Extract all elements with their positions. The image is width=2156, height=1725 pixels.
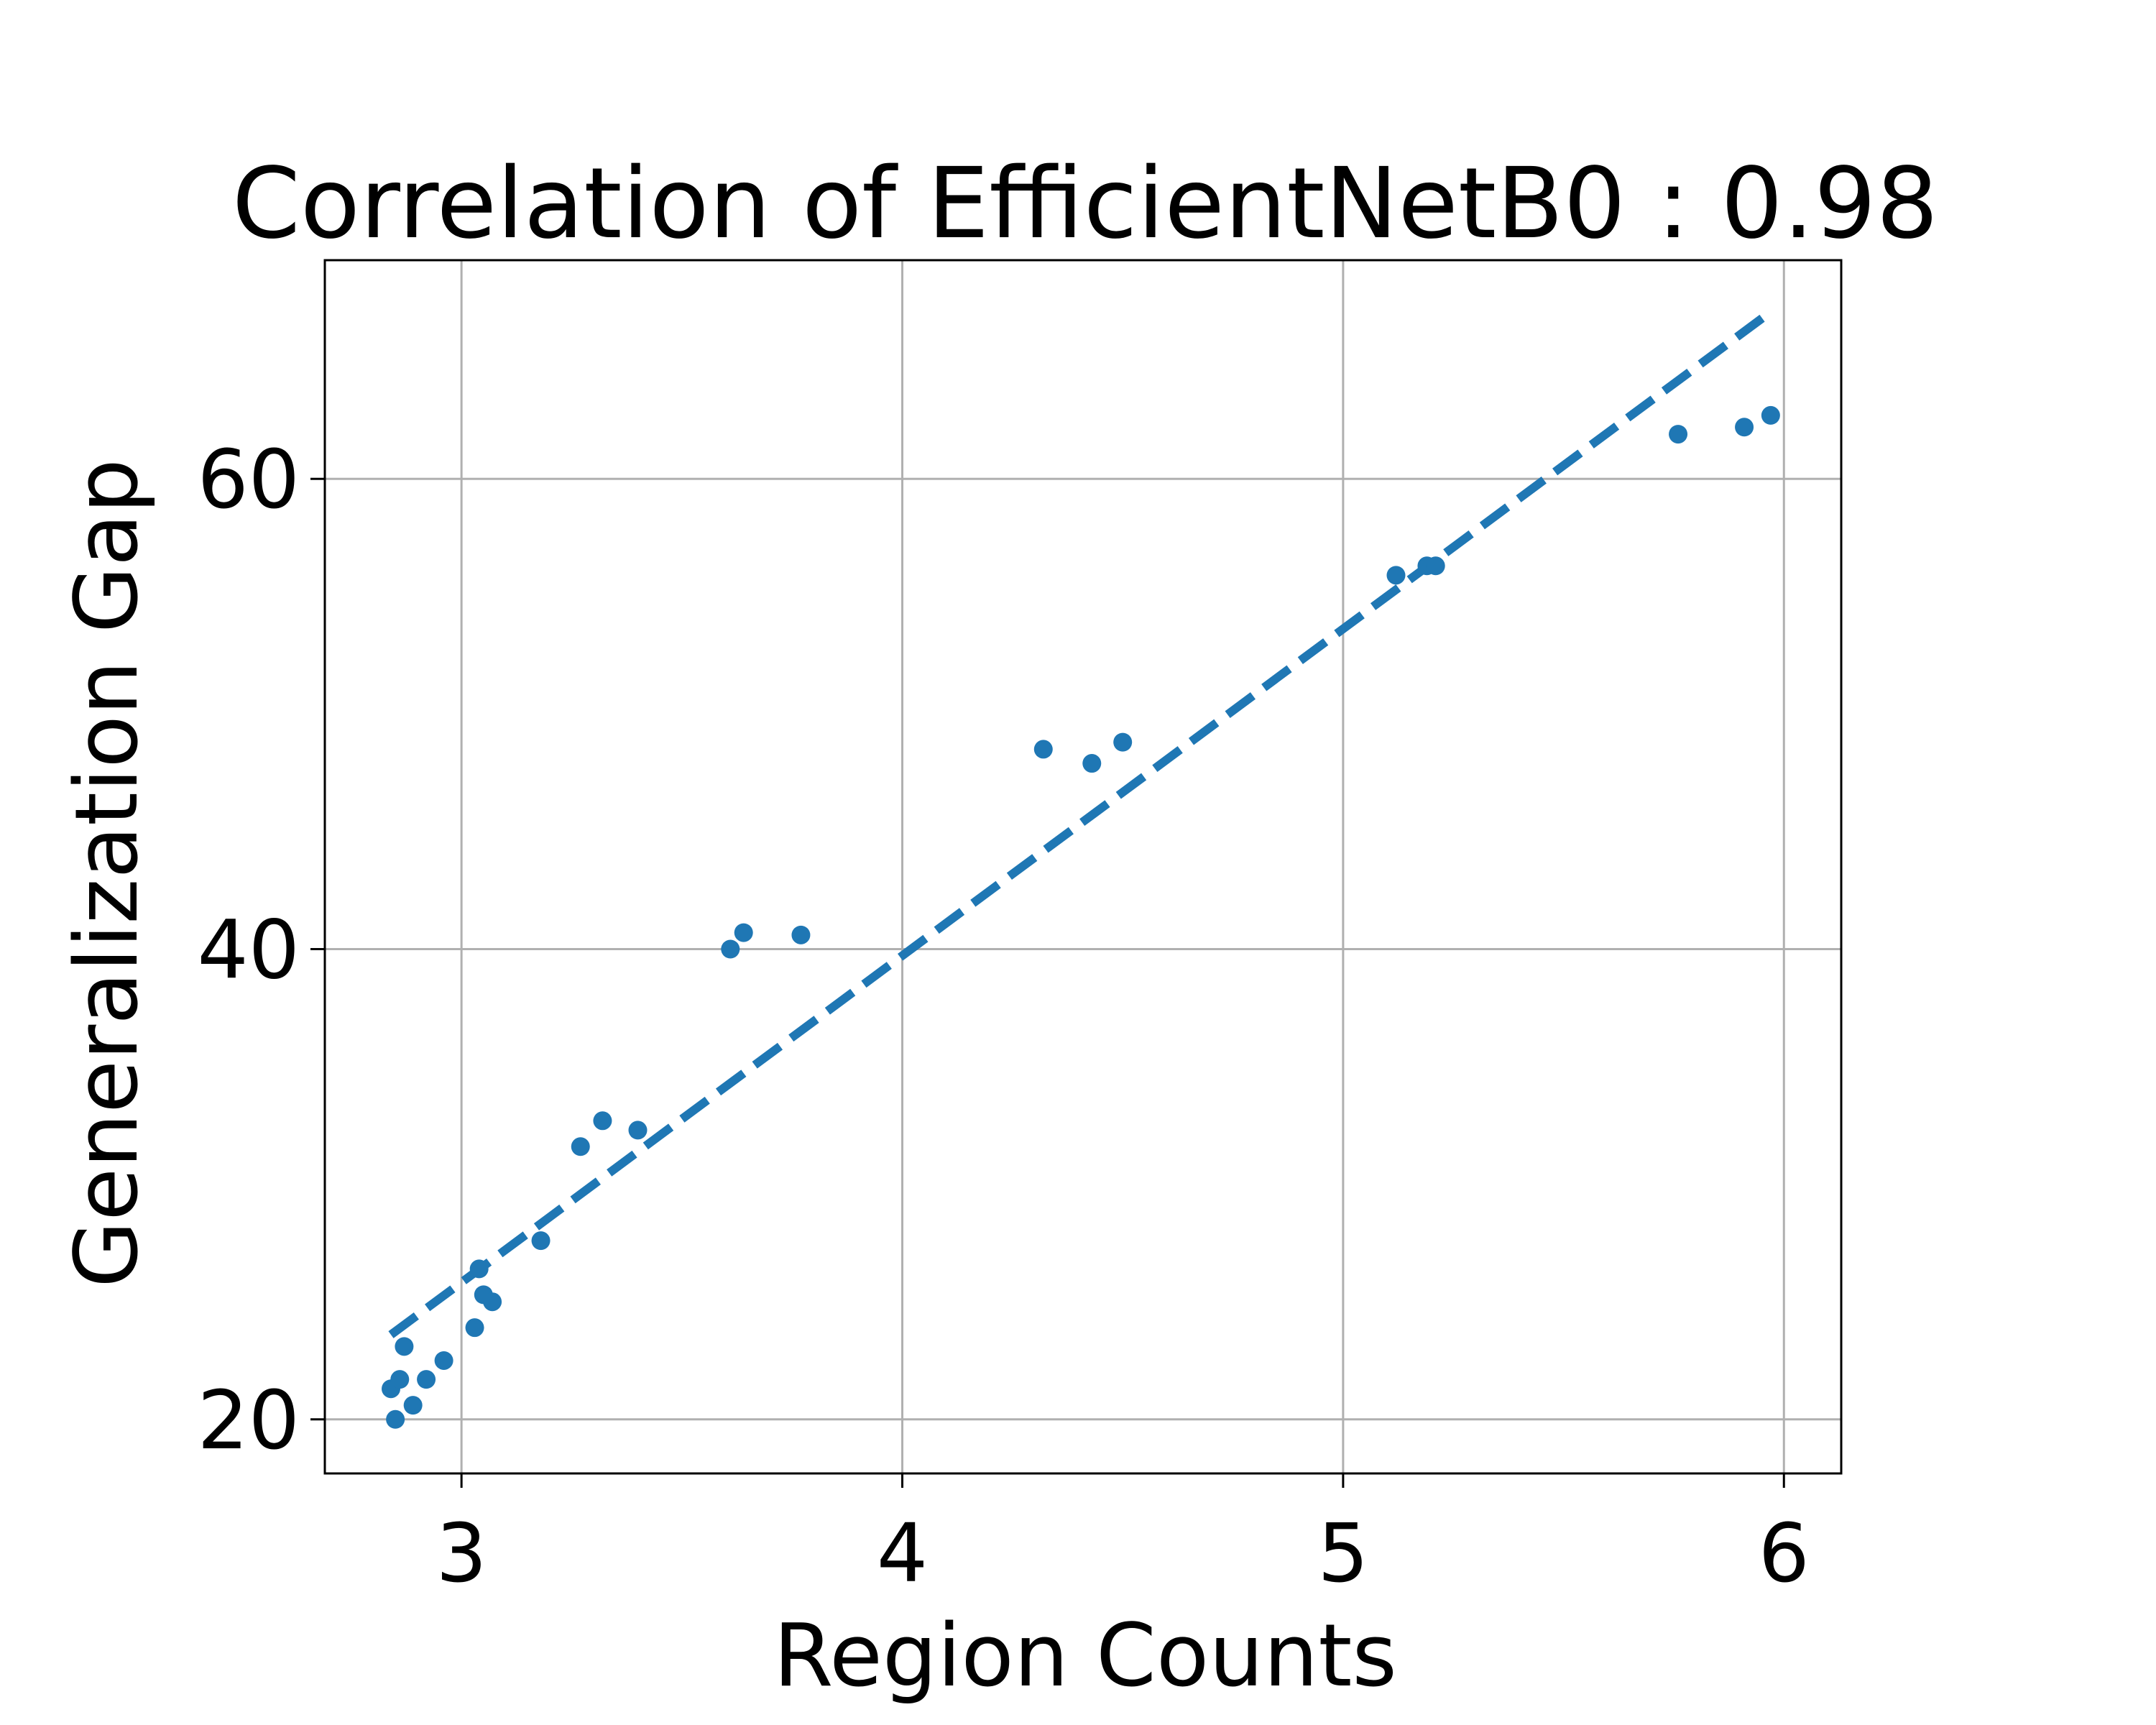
y-axis-label: Generalization Gap (57, 459, 157, 1287)
y-tick-label-0: 20 (197, 1374, 300, 1468)
data-point-17 (791, 925, 811, 944)
data-point-6 (434, 1351, 453, 1370)
data-point-13 (593, 1111, 612, 1131)
data-point-24 (1669, 425, 1688, 444)
y-tick-label-2: 60 (197, 433, 300, 527)
data-point-5 (417, 1370, 436, 1389)
data-point-18 (1033, 740, 1053, 759)
data-point-23 (1426, 556, 1445, 576)
x-axis-label: Region Counts (773, 1606, 1397, 1706)
data-point-2 (395, 1337, 414, 1356)
data-point-14 (628, 1121, 648, 1140)
data-point-1 (390, 1370, 410, 1389)
fit-line (388, 308, 1774, 1338)
x-axis-ticks: 3 4 5 6 (436, 1473, 1810, 1601)
x-tick-label-1: 4 (877, 1507, 928, 1601)
data-point-11 (531, 1231, 550, 1251)
data-points (382, 405, 1780, 1429)
data-point-26 (1761, 405, 1780, 425)
data-point-12 (571, 1137, 590, 1156)
x-tick-label-2: 5 (1317, 1507, 1368, 1601)
data-point-4 (403, 1396, 423, 1415)
data-point-3 (386, 1409, 405, 1429)
data-point-8 (469, 1259, 489, 1279)
plot-frame (323, 259, 1843, 1475)
grid-lines (325, 260, 1841, 1473)
data-point-21 (1386, 566, 1406, 585)
x-tick-label-0: 3 (436, 1507, 487, 1601)
chart-title: Correlation of EfficientNetB0 : 0.98 (232, 147, 1938, 261)
data-point-20 (1113, 732, 1133, 752)
y-axis-ticks: 20 40 60 (197, 433, 325, 1468)
data-point-19 (1082, 754, 1102, 773)
data-point-16 (734, 923, 753, 942)
y-tick-label-1: 40 (197, 903, 300, 997)
data-point-15 (721, 939, 740, 959)
regression-line (388, 308, 1774, 1338)
x-tick-label-3: 6 (1759, 1507, 1810, 1601)
data-point-25 (1735, 418, 1754, 437)
data-point-7 (465, 1318, 484, 1338)
data-point-10 (483, 1292, 502, 1312)
